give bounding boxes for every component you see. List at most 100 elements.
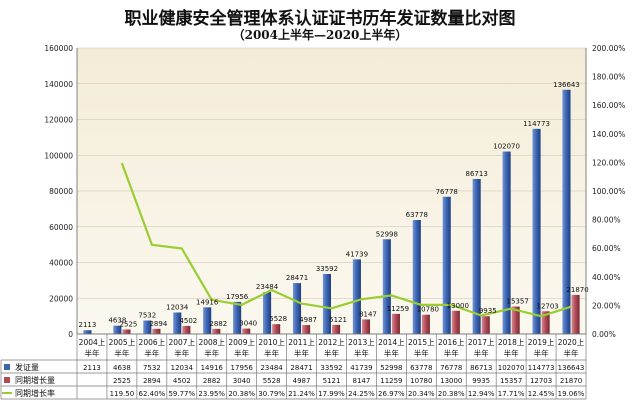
data-label-issued: 7532: [138, 312, 156, 320]
legend-key: [4, 364, 10, 370]
table-cell: 12703: [530, 377, 552, 385]
data-label-issued: 17956: [226, 293, 249, 301]
y-left-tick-label: 140000: [44, 80, 73, 89]
x-tick-label-line1: 2016上: [438, 338, 465, 347]
x-tick-label-line1: 2015上: [408, 338, 435, 347]
bar-growth: [122, 329, 131, 334]
table-cell: 17.99%: [318, 390, 345, 398]
data-label-issued: 23484: [256, 283, 279, 291]
table-cell: 11259: [380, 377, 402, 385]
x-tick-label-line1: 2013上: [348, 338, 375, 347]
bar-issued: [203, 307, 212, 334]
data-label-growth: 15357: [507, 298, 529, 306]
x-tick-label-line1: 2010上: [258, 338, 285, 347]
bar-issued: [173, 312, 182, 334]
table-cell: 12.45%: [528, 390, 555, 398]
line-growth-rate: [120, 162, 572, 318]
legend-series-name: 同期增长量: [15, 375, 55, 385]
table-cell: 21870: [560, 377, 582, 385]
table-cell: 41739: [350, 364, 372, 372]
bar-growth: [361, 319, 371, 334]
table-cell: 4638: [113, 364, 131, 372]
chart-subtitle: （2004上半年—2020上半年）: [232, 28, 408, 42]
bar-growth: [391, 313, 400, 334]
table-cell: 21.24%: [288, 390, 315, 398]
table-cell: 12.94%: [468, 390, 495, 398]
data-label-growth: 10780: [417, 306, 439, 314]
x-tick-label-line2: 半年: [474, 348, 489, 358]
data-label-growth: 5528: [269, 315, 287, 323]
data-label-growth: 4987: [299, 316, 317, 324]
table-cell: 136643: [558, 364, 585, 372]
table-cell: 5121: [323, 377, 341, 385]
data-label-issued: 12034: [166, 303, 189, 311]
table-cell: 59.77%: [168, 390, 195, 398]
table-cell: 5528: [263, 377, 281, 385]
table-cell: 26.97%: [378, 390, 405, 398]
table-cell: 86713: [470, 364, 492, 372]
data-label-growth: 2894: [149, 320, 167, 328]
x-tick-label-line1: 2012上: [318, 338, 345, 347]
table-cell: 3040: [233, 377, 251, 385]
table-cell: 8147: [353, 377, 371, 385]
bar-issued: [263, 292, 272, 334]
x-tick-label-line1: 2009上: [228, 338, 255, 347]
y-left-tick-label: 160000: [44, 44, 73, 53]
data-label-issued: 114773: [523, 120, 550, 128]
table-cell: 14916: [201, 364, 224, 372]
table-cell: 4502: [173, 377, 191, 385]
bar-growth: [272, 324, 281, 334]
y-left-tick-label: 20000: [49, 294, 73, 303]
bar-growth: [212, 328, 221, 334]
table-cell: 30.79%: [258, 390, 285, 398]
table-cell: 17.71%: [498, 390, 525, 398]
bar-growth: [481, 316, 490, 334]
x-tick-label-line1: 2006上: [139, 338, 166, 347]
x-tick-label-line1: 2017上: [468, 338, 495, 347]
table-cell: 19.06%: [558, 390, 585, 398]
y-right-tick-label: 60.00%: [592, 244, 621, 253]
y-left-tick-label: 80000: [49, 187, 73, 196]
y-left-tick-label: 60000: [49, 223, 73, 232]
x-tick-label-line1: 2005上: [109, 338, 136, 347]
legend-series-name: 发证量: [15, 362, 39, 372]
bar-growth: [242, 328, 251, 334]
bar-issued: [412, 219, 421, 334]
y-right-tick-label: 180.00%: [592, 73, 625, 82]
x-tick-label-line2: 半年: [114, 348, 129, 358]
data-label-growth: 4502: [179, 317, 197, 325]
bar-growth: [332, 324, 341, 334]
y-left-tick-label: 100000: [44, 151, 73, 160]
x-tick-label-line1: 2018上: [498, 338, 525, 347]
bar-issued: [502, 151, 511, 334]
y-right-tick-label: 200.00%: [592, 44, 625, 53]
table-cell: 12034: [171, 364, 194, 372]
data-label-growth: 8147: [359, 310, 377, 318]
x-tick-label-line1: 2008上: [198, 338, 225, 347]
x-tick-label-line1: 2004上: [79, 338, 106, 347]
y-right-tick-label: 80.00%: [592, 216, 621, 225]
data-label-issued: 102070: [493, 143, 520, 151]
bar-growth: [152, 328, 161, 334]
x-tick-label-line1: 2007上: [168, 338, 195, 347]
data-label-growth: 2882: [209, 320, 227, 328]
bar-issued: [352, 259, 361, 334]
y-left-tick-label: 40000: [49, 259, 73, 268]
table-cell: 20.34%: [408, 390, 435, 398]
table-cell: 76778: [440, 364, 462, 372]
legend-key: [4, 377, 10, 383]
y-right-tick-label: 140.00%: [592, 130, 625, 139]
data-label-issued: 41739: [346, 250, 368, 258]
bar-issued: [472, 179, 481, 334]
x-tick-label-line2: 半年: [84, 348, 99, 358]
table-cell: 63778: [410, 364, 432, 372]
table-cell: 62.40%: [139, 390, 166, 398]
bar-issued: [322, 273, 331, 334]
x-tick-label-line2: 半年: [444, 348, 459, 358]
data-label-growth: 21870: [566, 286, 588, 294]
x-tick-label-line2: 半年: [144, 348, 159, 358]
data-label-issued: 2113: [79, 321, 97, 329]
bar-growth: [511, 306, 520, 334]
x-tick-label-line1: 2011上: [288, 338, 315, 347]
bar-issued: [532, 128, 541, 334]
